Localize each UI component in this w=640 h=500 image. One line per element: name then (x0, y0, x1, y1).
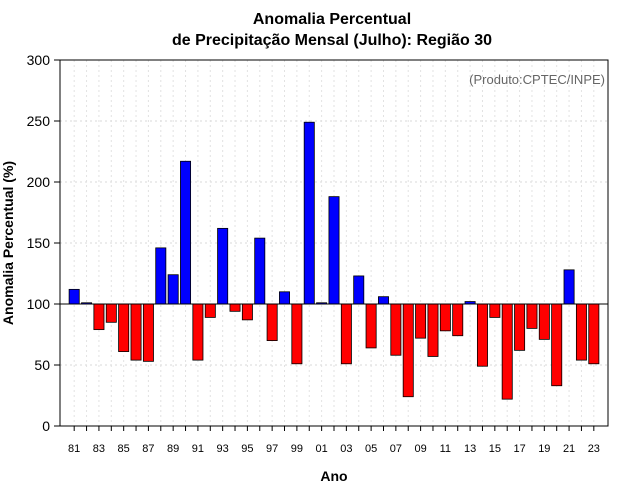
x-tick-label: 97 (266, 443, 278, 455)
bar-04 (353, 275, 365, 305)
x-tick-label: 21 (563, 443, 575, 455)
bar-11 (439, 303, 451, 332)
chart-title-line2: de Precipitação Mensal (Julho): Região 3… (172, 32, 492, 49)
x-tick-label: 99 (291, 443, 303, 455)
bar-23 (588, 303, 600, 365)
bar-21 (563, 269, 575, 305)
x-axis-label: Ano (320, 468, 347, 484)
x-tick-label: 11 (440, 443, 451, 455)
chart-title-line1: Anomalia Percentual (253, 11, 411, 28)
bar-99 (291, 303, 303, 365)
bar-15 (489, 303, 501, 318)
bar-07 (390, 303, 402, 356)
bar-89 (167, 274, 179, 305)
bar-84 (105, 303, 117, 323)
x-tick-label: 89 (167, 443, 179, 455)
x-tick-label: 13 (464, 443, 476, 455)
bar-16 (501, 303, 513, 400)
y-axis-label: Anomalia Percentual (%) (0, 161, 16, 325)
x-tick-label: 23 (588, 443, 600, 455)
x-tick-label: 19 (538, 443, 550, 455)
x-tick-label: 83 (93, 443, 105, 455)
bar-05 (365, 303, 377, 349)
bars (68, 121, 600, 400)
x-tick-label: 81 (68, 443, 80, 455)
bar-93 (217, 227, 229, 305)
y-tick-label: 200 (27, 174, 51, 190)
bar-91 (192, 303, 204, 361)
x-axis: 81 83 85 87 89 91 93 95 97 99 01 03 05 07 09 11 13 15 17 19… (68, 426, 600, 455)
x-tick-label: 05 (365, 443, 377, 455)
y-tick-label: 100 (27, 296, 51, 312)
bar-08 (402, 303, 414, 398)
bar-03 (340, 303, 352, 365)
y-tick-label: 0 (42, 418, 50, 434)
bar-86 (130, 303, 142, 361)
bar-96 (254, 237, 266, 305)
x-tick-label: 09 (414, 443, 426, 455)
y-tick-label: 150 (27, 235, 51, 251)
bar-97 (266, 303, 278, 341)
bar-20 (551, 303, 563, 387)
bar-14 (476, 303, 488, 367)
bar-10 (427, 303, 439, 357)
bar-09 (415, 303, 427, 339)
bar-90 (180, 160, 192, 305)
bar-18 (526, 303, 538, 329)
x-tick-label: 93 (217, 443, 229, 455)
bar-95 (241, 303, 253, 321)
bar-83 (93, 303, 105, 331)
x-tick-label: 03 (340, 443, 352, 455)
bar-81 (68, 288, 80, 305)
bar-22 (575, 303, 587, 361)
bar-06 (378, 296, 389, 305)
y-axis: 0 50 100 150 200 250 300 (27, 52, 60, 434)
x-tick-label: 95 (241, 443, 253, 455)
bar-12 (452, 303, 464, 337)
y-tick-label: 50 (34, 357, 50, 373)
bar-02 (328, 196, 340, 305)
x-tick-label: 85 (118, 443, 130, 455)
bar-88 (155, 247, 167, 305)
bar-17 (514, 303, 526, 351)
y-tick-label: 250 (27, 113, 51, 129)
x-tick-label: 91 (192, 443, 204, 455)
bar-19 (538, 303, 550, 340)
bar-98 (279, 291, 290, 305)
y-tick-label: 300 (27, 52, 51, 68)
bar-87 (142, 303, 154, 362)
x-tick-label: 15 (489, 443, 501, 455)
x-tick-label: 87 (142, 443, 154, 455)
bar-94 (229, 303, 241, 312)
x-tick-label: 17 (513, 443, 525, 455)
bar-00 (303, 121, 315, 305)
x-tick-label: 07 (390, 443, 402, 455)
x-tick-label: 01 (316, 443, 328, 455)
bar-85 (118, 303, 130, 352)
bar-92 (204, 303, 216, 318)
credit-text: (Produto:CPTEC/INPE) (469, 72, 605, 87)
